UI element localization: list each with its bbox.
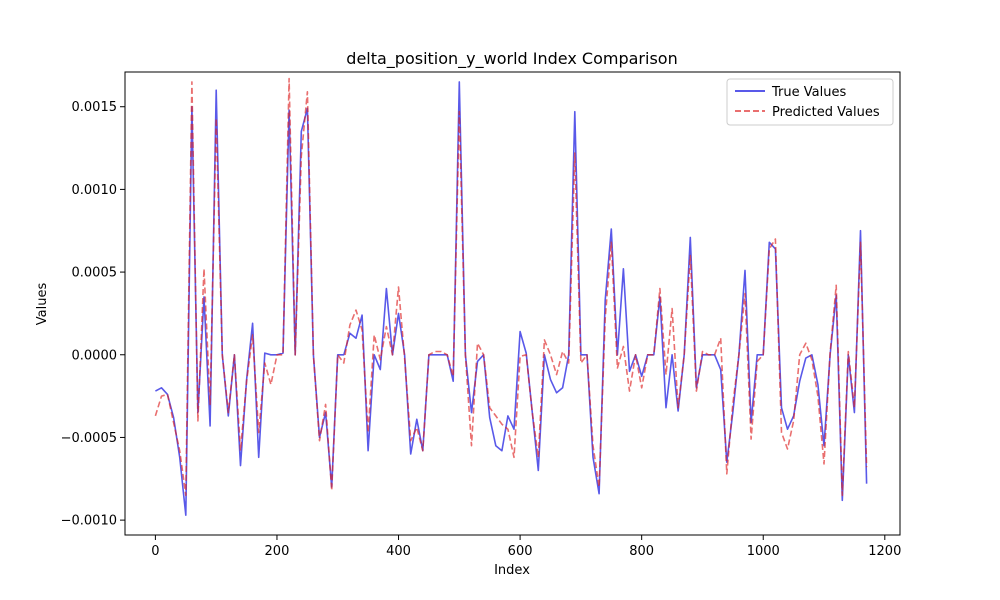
y-tick-label: 0.0015 <box>72 100 118 115</box>
y-tick-label: 0.0010 <box>72 183 118 198</box>
y-tick-label: −0.0010 <box>61 514 117 529</box>
x-axis: 0 200 400 600 800 1000 1200 <box>151 535 901 559</box>
legend-label-predicted-values: Predicted Values <box>772 105 880 120</box>
x-axis-label: Index <box>494 563 530 578</box>
plot-frame <box>124 71 901 536</box>
x-tick-label: 600 <box>508 544 533 559</box>
x-tick-label: 1200 <box>868 544 901 559</box>
y-tick-label: −0.0005 <box>61 431 117 446</box>
y-tick-label: 0.0000 <box>72 348 118 363</box>
x-tick-label: 0 <box>151 544 159 559</box>
plot-background <box>125 72 900 535</box>
plot-area <box>124 71 901 536</box>
legend-label-true-values: True Values <box>771 85 846 100</box>
y-tick-label: 0.0005 <box>72 266 118 281</box>
series-layer <box>154 77 868 517</box>
x-tick-label: 1000 <box>747 544 780 559</box>
x-tick-label: 400 <box>386 544 411 559</box>
legend: True Values Predicted Values <box>726 78 894 126</box>
y-axis-label: Values <box>35 283 50 326</box>
x-tick-label: 800 <box>629 544 654 559</box>
x-tick-label: 200 <box>265 544 290 559</box>
series-line-predicted-values <box>154 77 868 497</box>
y-axis: −0.0010 −0.0005 0.0000 0.0005 0.0010 0.0015 <box>61 100 125 529</box>
chart-title: delta_position_y_world Index Comparison <box>346 49 677 69</box>
legend-box <box>726 78 894 126</box>
series-line-true-values <box>155 81 868 517</box>
